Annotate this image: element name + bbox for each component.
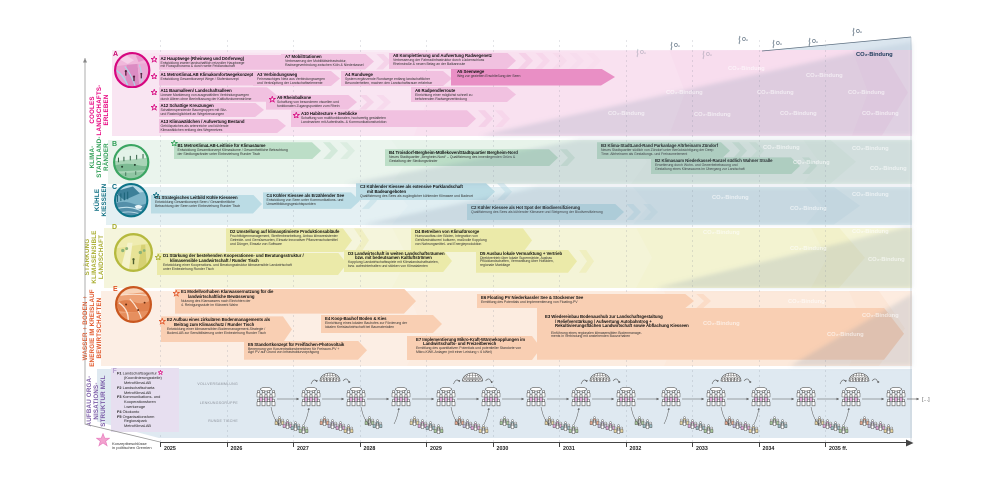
svg-text:[...]: [...] (922, 397, 930, 403)
